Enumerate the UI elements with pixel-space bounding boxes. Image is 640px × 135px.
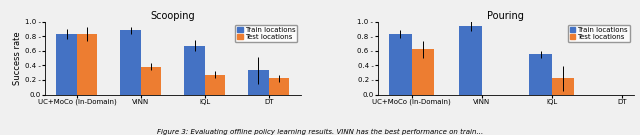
- Bar: [552, 78, 574, 94]
- Legend: Train locations, Test locations: Train locations, Test locations: [235, 25, 298, 42]
- Bar: [56, 34, 77, 94]
- Bar: [141, 67, 161, 94]
- Bar: [184, 46, 205, 94]
- Bar: [77, 34, 97, 94]
- Legend: Train locations, Test locations: Train locations, Test locations: [568, 25, 630, 42]
- Bar: [120, 30, 141, 94]
- Bar: [389, 34, 412, 94]
- Bar: [205, 75, 225, 94]
- Text: Figure 3: Evaluating offline policy learning results. VINN has the best performa: Figure 3: Evaluating offline policy lear…: [157, 129, 483, 135]
- Bar: [248, 70, 269, 94]
- Title: Scooping: Scooping: [150, 11, 195, 21]
- Y-axis label: Success rate: Success rate: [13, 31, 22, 85]
- Bar: [529, 54, 552, 94]
- Bar: [412, 49, 434, 94]
- Title: Pouring: Pouring: [487, 11, 524, 21]
- Bar: [269, 78, 289, 94]
- Bar: [460, 26, 482, 94]
